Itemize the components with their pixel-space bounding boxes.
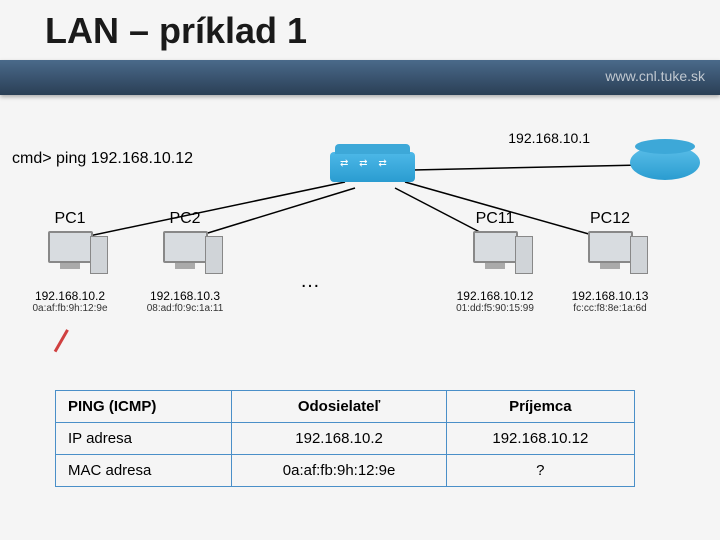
header-bar: www.cnl.tuke.sk	[0, 60, 720, 95]
pc-label: PC2	[135, 210, 235, 228]
pc-ip: 192.168.10.12	[445, 289, 545, 303]
pc-mac: 01:dd:f5:90:15:99	[445, 303, 545, 314]
col-header: Príjemca	[446, 391, 634, 423]
col-header: Odosielateľ	[232, 391, 446, 423]
pc-icon	[155, 231, 215, 281]
switch-icon: ⇄ ⇄ ⇄	[330, 152, 415, 192]
router-ip-label: 192.168.10.1	[508, 130, 590, 146]
network-diagram: 192.168.10.1 cmd> ping 192.168.10.12 ⇄ ⇄…	[0, 110, 720, 390]
pc-label: PC1	[20, 210, 120, 228]
pc-ip: 192.168.10.2	[20, 289, 120, 303]
pc-ip: 192.168.10.13	[560, 289, 660, 303]
pc-icon	[40, 231, 100, 281]
header-url: www.cnl.tuke.sk	[605, 68, 705, 84]
table-header-row: PING (ICMP) Odosielateľ Príjemca	[56, 391, 635, 423]
highlight-mark	[54, 329, 92, 366]
cell-sender: 192.168.10.2	[232, 423, 446, 455]
table-row: IP adresa 192.168.10.2 192.168.10.12	[56, 423, 635, 455]
pc-mac: fc:cc:f8:8e:1a:6d	[560, 303, 660, 314]
pc-mac: 0a:af:fb:9h:12:9e	[20, 303, 120, 314]
cell-receiver: 192.168.10.12	[446, 423, 634, 455]
router-icon	[630, 145, 700, 195]
slide-header: LAN – príklad 1 www.cnl.tuke.sk	[0, 0, 720, 110]
slide-title: LAN – príklad 1	[45, 10, 307, 52]
pc-ip: 192.168.10.3	[135, 289, 235, 303]
pc-mac: 08:ad:f0:9c:1a:11	[135, 303, 235, 314]
pc-node: PC2 192.168.10.3 08:ad:f0:9c:1a:11	[135, 210, 235, 314]
pc-label: PC12	[560, 210, 660, 228]
cmd-prompt-text: cmd> ping 192.168.10.12	[12, 150, 193, 168]
row-label: IP adresa	[56, 423, 232, 455]
table-row: MAC adresa 0a:af:fb:9h:12:9e ?	[56, 455, 635, 487]
pc-node: PC11 192.168.10.12 01:dd:f5:90:15:99	[445, 210, 545, 314]
pc-label: PC11	[445, 210, 545, 228]
col-header: PING (ICMP)	[56, 391, 232, 423]
pc-node: PC12 192.168.10.13 fc:cc:f8:8e:1a:6d	[560, 210, 660, 314]
ping-table: PING (ICMP) Odosielateľ Príjemca IP adre…	[55, 390, 635, 487]
row-label: MAC adresa	[56, 455, 232, 487]
pc-node: PC1 192.168.10.2 0a:af:fb:9h:12:9e	[20, 210, 120, 314]
pc-icon	[580, 231, 640, 281]
pc-icon	[465, 231, 525, 281]
ellipsis: …	[300, 270, 320, 293]
cell-receiver: ?	[446, 455, 634, 487]
cell-sender: 0a:af:fb:9h:12:9e	[232, 455, 446, 487]
